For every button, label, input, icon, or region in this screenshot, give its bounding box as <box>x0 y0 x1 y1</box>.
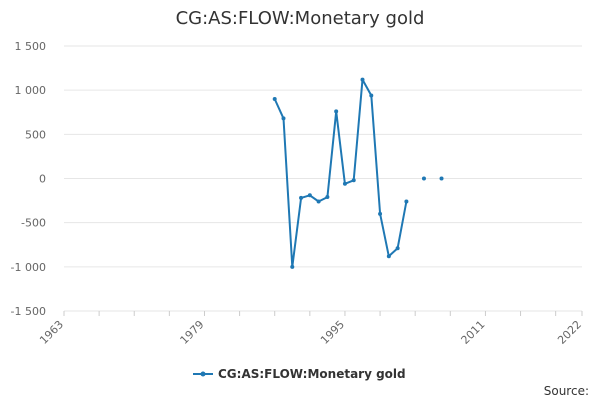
data-point[interactable] <box>395 246 400 251</box>
x-tick-label: 1979 <box>178 318 207 347</box>
chart-title: CG:AS:FLOW:Monetary gold <box>176 8 425 29</box>
y-axis-ticks: 1 500 1 000 500 0 -500 -1 000 -1 500 <box>11 40 46 318</box>
grid-layer <box>64 45 582 312</box>
data-point[interactable] <box>386 254 391 259</box>
y-tick-label: 1 000 <box>15 84 47 97</box>
data-point[interactable] <box>342 181 347 186</box>
legend-dot-marker <box>200 371 206 377</box>
y-tick-label: 500 <box>25 128 46 141</box>
series-layer <box>272 77 444 269</box>
data-point[interactable] <box>325 195 330 200</box>
data-point[interactable] <box>439 176 444 181</box>
legend-label: CG:AS:FLOW:Monetary gold <box>218 367 406 381</box>
y-tick-label: -1 500 <box>11 305 46 318</box>
x-tick-label: 1995 <box>318 318 347 347</box>
data-point[interactable] <box>334 109 339 114</box>
data-point[interactable] <box>281 116 286 121</box>
legend[interactable]: CG:AS:FLOW:Monetary gold <box>193 367 406 381</box>
data-point[interactable] <box>421 176 426 181</box>
series-line <box>273 78 408 268</box>
y-tick-label: 1 500 <box>15 40 47 53</box>
x-tick-label: 1963 <box>37 318 66 347</box>
data-point[interactable] <box>316 199 321 204</box>
x-tick-label: 2011 <box>459 318 488 347</box>
x-tick-label: 2022 <box>555 318 584 347</box>
data-point[interactable] <box>290 264 295 269</box>
x-axis-ticks: 1963 1979 1995 2011 2022 <box>37 311 584 347</box>
source-label: Source: <box>544 384 589 398</box>
data-point[interactable] <box>378 211 383 216</box>
y-tick-label: 0 <box>39 173 46 186</box>
data-point[interactable] <box>272 97 277 101</box>
data-point[interactable] <box>360 77 365 82</box>
data-point[interactable] <box>299 195 304 200</box>
y-tick-label: -1 000 <box>11 261 46 274</box>
y-tick-label: -500 <box>21 217 46 230</box>
data-point[interactable] <box>351 178 356 183</box>
data-point[interactable] <box>404 199 409 204</box>
data-point[interactable] <box>307 193 312 198</box>
data-point[interactable] <box>369 93 374 98</box>
